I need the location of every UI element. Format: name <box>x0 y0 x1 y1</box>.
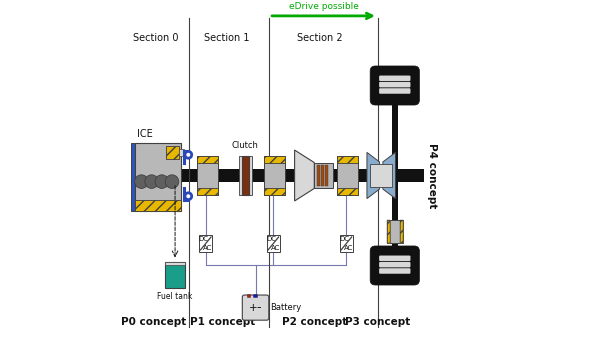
Bar <box>399 220 403 243</box>
Bar <box>197 188 218 195</box>
Bar <box>267 235 280 252</box>
Bar <box>265 156 285 163</box>
Bar <box>241 156 249 195</box>
Polygon shape <box>294 150 314 201</box>
Bar <box>265 156 285 195</box>
Bar <box>265 156 285 163</box>
Text: P2 concept: P2 concept <box>282 317 347 327</box>
Bar <box>337 188 358 195</box>
FancyBboxPatch shape <box>370 246 420 285</box>
Text: +: + <box>249 303 257 312</box>
Text: -: - <box>257 301 261 314</box>
Bar <box>166 146 179 158</box>
FancyBboxPatch shape <box>379 88 411 94</box>
Bar <box>165 262 185 288</box>
Bar <box>135 200 181 211</box>
Bar <box>399 220 403 243</box>
Bar <box>321 165 324 186</box>
Bar <box>337 188 358 195</box>
Text: AC: AC <box>343 245 353 251</box>
Bar <box>392 67 398 284</box>
FancyBboxPatch shape <box>243 295 269 320</box>
FancyBboxPatch shape <box>379 82 411 88</box>
FancyBboxPatch shape <box>379 75 411 81</box>
Bar <box>387 220 390 243</box>
Bar <box>165 262 185 265</box>
Text: DC: DC <box>339 236 349 242</box>
Circle shape <box>135 175 148 189</box>
Text: AC: AC <box>271 245 280 251</box>
Bar <box>135 143 181 211</box>
Bar <box>337 156 358 163</box>
Text: P0 concept: P0 concept <box>121 317 187 327</box>
Bar <box>249 156 252 195</box>
Bar <box>325 165 328 186</box>
Bar <box>265 188 285 195</box>
Bar <box>197 156 218 195</box>
Text: eDrive possible: eDrive possible <box>288 2 358 11</box>
Bar <box>314 163 333 189</box>
Bar <box>337 156 358 195</box>
Bar <box>247 294 250 298</box>
Circle shape <box>155 175 169 189</box>
Bar <box>387 220 403 243</box>
Bar <box>340 235 353 252</box>
Bar <box>317 165 319 186</box>
Text: P1 concept: P1 concept <box>190 317 255 327</box>
Text: AC: AC <box>203 245 212 251</box>
Bar <box>197 156 218 163</box>
Circle shape <box>185 152 192 158</box>
Text: Section 1: Section 1 <box>204 33 250 43</box>
FancyBboxPatch shape <box>379 262 411 267</box>
Bar <box>370 164 392 187</box>
Bar <box>238 156 241 195</box>
Text: DC: DC <box>198 236 209 242</box>
FancyBboxPatch shape <box>370 66 420 105</box>
Text: P3 concept: P3 concept <box>345 317 411 327</box>
Polygon shape <box>367 152 380 199</box>
Bar <box>199 235 212 252</box>
Bar <box>197 156 218 163</box>
Text: Section 0: Section 0 <box>133 33 178 43</box>
Circle shape <box>145 175 159 189</box>
Bar <box>181 169 424 182</box>
FancyBboxPatch shape <box>379 268 411 274</box>
FancyBboxPatch shape <box>379 256 411 261</box>
Polygon shape <box>383 152 396 199</box>
Circle shape <box>165 175 179 189</box>
Bar <box>337 156 358 163</box>
Bar <box>135 200 181 211</box>
Bar <box>166 146 179 158</box>
Bar <box>197 188 218 195</box>
Text: Battery: Battery <box>270 303 302 312</box>
Text: Clutch: Clutch <box>232 141 259 150</box>
Circle shape <box>185 193 192 200</box>
Bar <box>131 143 135 211</box>
Bar <box>387 220 390 243</box>
Text: Section 2: Section 2 <box>297 33 343 43</box>
Text: P4 concept: P4 concept <box>427 143 437 208</box>
Text: DC: DC <box>266 236 277 242</box>
Bar <box>179 149 184 156</box>
Bar <box>265 188 285 195</box>
Text: Fuel tank: Fuel tank <box>157 292 193 301</box>
Text: ICE: ICE <box>137 129 153 139</box>
Bar <box>253 294 256 298</box>
